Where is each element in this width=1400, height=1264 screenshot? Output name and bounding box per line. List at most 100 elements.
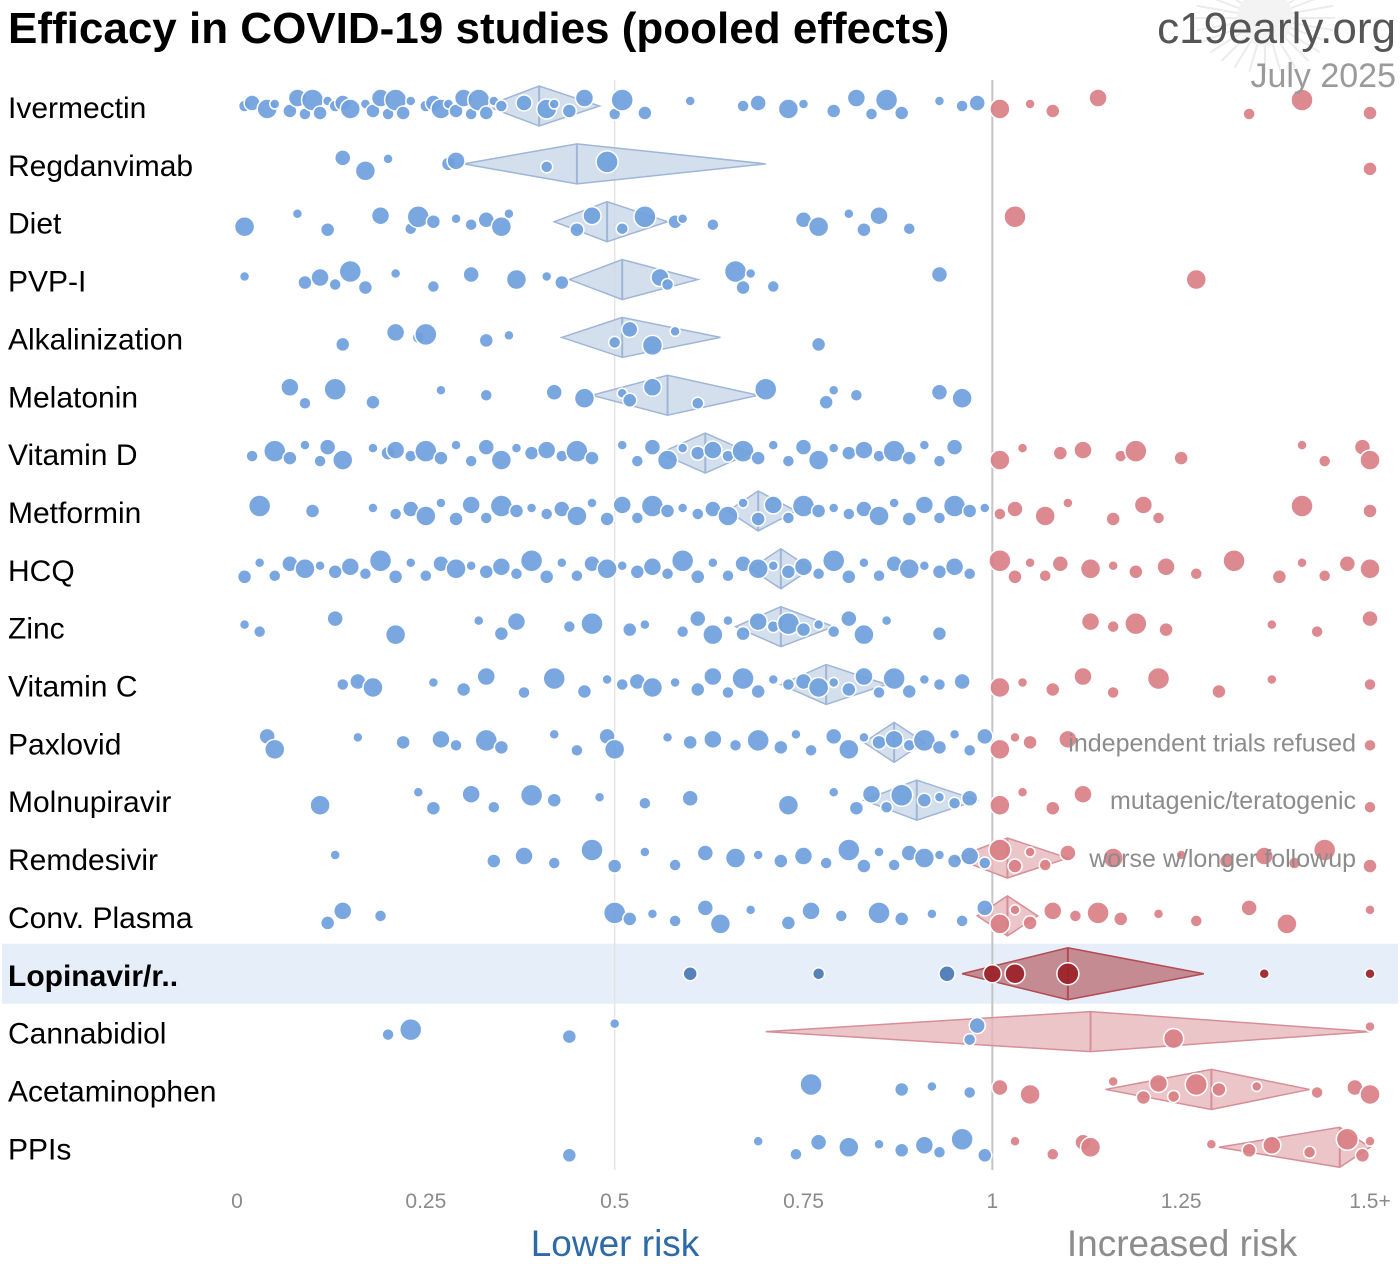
study-point [827, 676, 840, 689]
study-point [519, 549, 544, 573]
study-point [670, 549, 695, 573]
study-point [804, 743, 818, 758]
study-point [752, 1135, 764, 1148]
study-point [490, 449, 513, 471]
row-pvp-i: PVP-I [8, 258, 1208, 301]
study-point [880, 614, 893, 627]
study-point [294, 558, 316, 580]
study-point [1287, 856, 1302, 870]
study-point [825, 103, 842, 119]
row-label: PPIs [8, 1133, 71, 1166]
study-point [709, 913, 732, 935]
study-point [415, 505, 437, 527]
study-point [596, 558, 618, 580]
study-point [1022, 915, 1038, 931]
study-point [1124, 611, 1148, 636]
row-diet: Diet [8, 200, 1027, 243]
study-point [433, 450, 449, 466]
chart-title: Efficacy in COVID-19 studies (pooled eff… [8, 4, 949, 53]
study-point [312, 105, 328, 121]
study-point [676, 212, 689, 225]
study-point [968, 1016, 986, 1035]
study-point [601, 673, 613, 686]
study-point [586, 497, 598, 509]
row-note: mutagenic/teratogenic [1110, 787, 1356, 815]
study-point [642, 557, 663, 577]
study-point [858, 731, 870, 744]
increased-risk-label: Increased risk [1067, 1223, 1298, 1264]
study-point [843, 207, 855, 220]
study-point [546, 792, 562, 808]
study-point [406, 204, 431, 229]
study-point [576, 683, 593, 700]
study-point [858, 557, 870, 569]
study-point [1102, 847, 1124, 869]
row-acetaminophen: Acetaminophen [8, 1068, 1381, 1111]
study-point [599, 511, 615, 527]
study-point [773, 739, 789, 756]
study-point [871, 734, 887, 751]
row-label: Cannabidiol [8, 1018, 166, 1051]
study-point [414, 322, 438, 347]
pooled-effect-diamond [559, 316, 721, 359]
study-point [790, 728, 802, 741]
study-point [873, 846, 885, 858]
study-point [746, 728, 770, 753]
study-point [868, 505, 890, 527]
study-point [690, 445, 706, 461]
study-point [633, 204, 657, 229]
study-point [766, 279, 781, 294]
study-point [385, 440, 406, 460]
study-point [914, 1135, 935, 1156]
row-label: HCQ [8, 555, 75, 588]
study-point [676, 502, 689, 514]
study-point [1112, 911, 1129, 927]
study-point [304, 503, 321, 519]
study-point [523, 445, 540, 461]
study-point [479, 511, 494, 525]
study-point [548, 98, 560, 110]
study-point [856, 221, 872, 238]
study-point [794, 438, 813, 456]
study-point [933, 849, 946, 861]
row-vitamin-c: Vitamin C [8, 663, 1377, 706]
study-point [1073, 666, 1093, 687]
study-point [691, 396, 705, 410]
row-label: Lopinavir/r.. [8, 960, 178, 993]
study-point [494, 99, 509, 113]
study-point [901, 450, 917, 466]
study-point [606, 858, 623, 874]
study-point [519, 783, 544, 807]
row-alkalinization: Alkalinization [8, 316, 827, 359]
study-point [846, 88, 867, 108]
study-point [506, 611, 527, 632]
study-point [367, 502, 379, 514]
study-point [744, 267, 757, 280]
virus-watermark [1195, 0, 1335, 73]
study-point [580, 611, 604, 636]
study-point [539, 160, 554, 174]
study-point [826, 624, 841, 639]
study-point [660, 567, 675, 581]
study-point [1105, 511, 1121, 527]
study-point [872, 569, 886, 583]
study-point [901, 511, 917, 527]
study-point [989, 794, 1011, 816]
study-point [641, 676, 664, 699]
study-point [1158, 621, 1174, 638]
study-point [335, 677, 350, 692]
study-point [1045, 800, 1061, 816]
study-point [1106, 685, 1120, 700]
study-point [318, 438, 337, 456]
study-point [807, 215, 830, 238]
study-point [561, 103, 578, 119]
study-point [781, 677, 796, 692]
study-point [948, 728, 961, 741]
study-point [780, 915, 797, 931]
row-label: Vitamin D [8, 439, 138, 472]
study-point [514, 846, 534, 866]
study-point [1185, 268, 1208, 291]
study-point [615, 677, 629, 692]
study-point [547, 856, 561, 870]
study-point [1359, 558, 1381, 580]
